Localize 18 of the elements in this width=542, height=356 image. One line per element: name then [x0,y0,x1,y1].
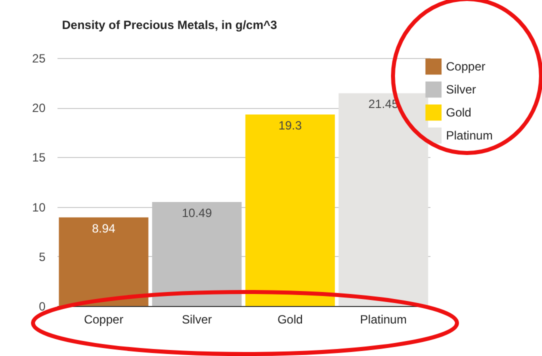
chart-title: Density of Precious Metals, in g/cm^3 [62,18,278,32]
y-tick-label: 5 [38,250,46,264]
data-label: 8.94 [92,221,116,236]
x-tick-label: Platinum [360,312,407,326]
y-tick-label: 20 [32,101,46,116]
y-tick-label: 25 [32,52,46,66]
data-label: 19.3 [278,118,302,133]
legend-label: Gold [446,106,472,120]
y-tick-label: 10 [32,200,46,214]
y-tick-label: 0 [38,300,46,314]
legend-label: Platinum [446,128,493,142]
x-tick-label: Copper [84,312,124,326]
y-tick-label: 15 [32,150,46,165]
legend-label: Silver [446,82,476,96]
x-tick-label: Gold [277,312,303,326]
data-label: 10.49 [182,206,212,220]
x-tick-label: Silver [182,312,212,326]
legend-label: Copper [446,60,486,74]
